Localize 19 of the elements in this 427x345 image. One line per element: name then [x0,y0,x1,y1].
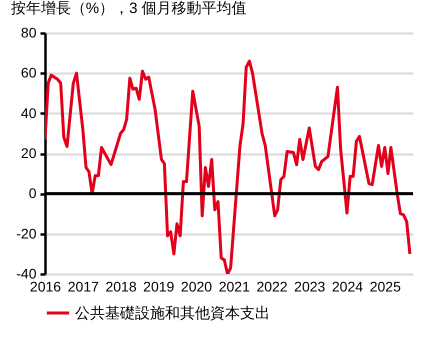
x-tick-label: 2017 [68,278,100,294]
x-tick-label: 2018 [105,278,137,294]
legend-label: 公共基礎設施和其他資本支出 [75,305,270,322]
x-tick-label: 2016 [30,278,62,294]
x-tick-label: 2021 [218,278,250,294]
x-tick-label: 2019 [143,278,175,294]
y-tick-label: -20 [16,225,37,242]
x-tick-label: 2023 [294,278,326,294]
y-tick-label: 80 [20,24,37,40]
x-tick-label: 2024 [332,278,364,294]
y-tick-label: 40 [20,104,37,121]
y-tick-label: -40 [16,266,37,282]
x-tick-label: 2022 [256,278,288,294]
y-tick-label: 60 [20,64,37,81]
y-tick-label: 20 [20,145,37,161]
y-tick-label: 0 [28,185,37,202]
x-tick-label: 2025 [370,278,402,294]
x-tick-label: 2020 [180,278,212,294]
chart-title: 按年增長（%），3 個月移動平均值 [10,0,247,17]
